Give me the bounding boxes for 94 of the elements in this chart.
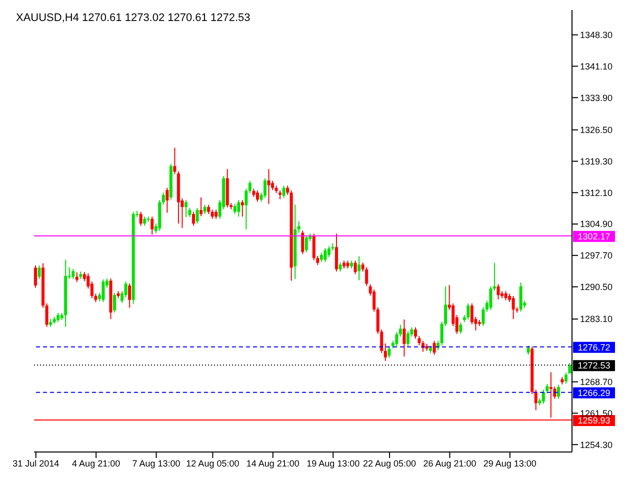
candlestick — [320, 252, 323, 262]
y-tick-label: 1312.10 — [580, 188, 613, 198]
candlestick — [203, 204, 206, 214]
candlestick — [214, 209, 218, 220]
y-tick-label: 1319.30 — [580, 156, 613, 166]
y-tick-label: 1254.30 — [580, 440, 613, 450]
candlestick — [492, 262, 496, 292]
candlestick — [184, 200, 188, 218]
y-tick-label: 1297.70 — [580, 250, 613, 261]
y-tick-label: 1326.50 — [580, 125, 613, 136]
ref-line-label: 1302.17 — [578, 231, 610, 242]
candlestick — [459, 322, 462, 334]
candlestick — [297, 220, 300, 234]
candlestick — [466, 302, 470, 320]
candlestick — [496, 284, 500, 300]
candlestick — [512, 295, 515, 320]
candlestick — [210, 209, 214, 220]
candlestick — [113, 292, 116, 314]
y-tick-label: 1348.30 — [580, 30, 613, 40]
x-tick-label: 4 Aug 21:00 — [72, 458, 120, 468]
chart-title: XAUUSD,H4 1270.61 1273.02 1270.61 1272.53 — [16, 12, 250, 24]
candlestick — [248, 180, 252, 194]
ref-line-label: 1259.93 — [578, 416, 610, 426]
candlestick — [282, 185, 286, 198]
candlestick — [482, 306, 485, 327]
candlestick — [102, 278, 105, 303]
y-tick-label: 1341.10 — [580, 61, 613, 72]
ref-line-label: 1272.53 — [578, 360, 610, 371]
candlestick — [365, 266, 368, 286]
candlestick — [124, 281, 128, 298]
candlestick — [72, 268, 75, 280]
y-tick-label: 1268.70 — [580, 377, 613, 388]
candlestick — [334, 233, 338, 272]
ref-line-label: 1276.72 — [578, 342, 610, 352]
candlestick — [354, 260, 357, 275]
y-tick-label: 1304.90 — [580, 219, 613, 230]
candlestick — [263, 178, 266, 198]
candlestick — [286, 185, 290, 196]
x-tick-label: 26 Aug 21:00 — [423, 458, 476, 468]
candlestick — [45, 302, 48, 328]
candlestick — [395, 332, 398, 347]
candlestick — [150, 216, 154, 235]
candlestick — [162, 192, 165, 205]
x-tick-label: 29 Aug 13:00 — [483, 458, 536, 468]
candlestick — [301, 230, 304, 255]
candlestick — [406, 330, 410, 347]
x-tick-label: 19 Aug 13:00 — [306, 458, 360, 468]
candlestick — [388, 346, 391, 358]
candlestick — [188, 207, 192, 218]
candlestick — [56, 312, 60, 323]
candlestick — [267, 168, 270, 204]
candlestick — [327, 246, 330, 258]
candlestick — [233, 203, 236, 214]
candlestick — [489, 286, 492, 310]
candlestick — [139, 211, 142, 226]
candlestick — [38, 264, 41, 280]
candlestick — [192, 211, 196, 226]
candlestick — [549, 372, 552, 418]
candlestick — [240, 200, 244, 218]
ref-line-label: 1266.29 — [578, 388, 610, 398]
candlestick — [143, 216, 146, 226]
candlestick — [237, 200, 240, 218]
candlestick — [338, 262, 342, 272]
candlestick — [534, 389, 538, 411]
candlestick — [432, 340, 436, 356]
x-tick-label: 7 Aug 13:00 — [132, 458, 180, 468]
x-tick-label: 14 Aug 21:00 — [246, 458, 300, 468]
candlestick — [166, 187, 169, 214]
candlestick — [304, 234, 308, 253]
candlestick — [34, 264, 37, 288]
candlestick — [519, 282, 522, 312]
candlestick — [402, 318, 406, 358]
candlestick — [244, 188, 248, 230]
candlestick — [207, 204, 210, 214]
candlestick — [128, 282, 132, 308]
candlestick — [504, 290, 508, 301]
x-tick-label: 31 Jul 2014 — [12, 458, 60, 468]
candlestick — [75, 272, 78, 282]
x-tick-label: 22 Aug 05:00 — [363, 458, 416, 468]
candlestick — [358, 256, 361, 281]
candlestick — [196, 207, 199, 224]
y-tick-label: 1333.90 — [580, 92, 613, 103]
x-tick-label: 12 Aug 05:00 — [186, 458, 240, 468]
candlestick — [556, 384, 560, 400]
candlestick — [256, 190, 259, 202]
candlestick — [384, 342, 387, 362]
y-tick-label: 1290.50 — [580, 282, 613, 292]
y-tick-label: 1283.10 — [580, 314, 613, 324]
candlestick — [526, 345, 530, 356]
candlestick — [312, 233, 316, 261]
candlestick — [173, 147, 176, 174]
candlestick — [200, 196, 203, 217]
candlestick — [324, 248, 327, 262]
candlestick — [398, 324, 402, 337]
